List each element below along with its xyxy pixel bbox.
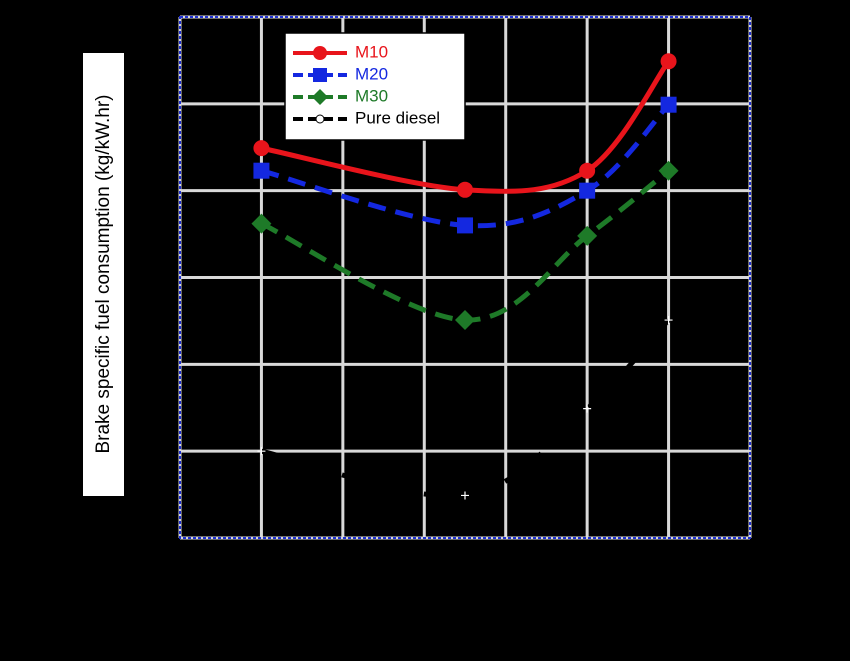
- series-line: [260, 168, 671, 323]
- x-tick-label: 7: [745, 545, 754, 564]
- data-point: [251, 213, 272, 234]
- x-tick-label: 1: [257, 545, 266, 564]
- y-label-box: [83, 53, 124, 496]
- y-tick-label: 6: [163, 6, 172, 25]
- data-point: [461, 491, 469, 500]
- legend-label: M10: [355, 42, 388, 61]
- legend-marker: [312, 89, 328, 105]
- data-point: [253, 140, 270, 157]
- series-line: [260, 59, 671, 194]
- data-point: [660, 96, 677, 113]
- data-point: [579, 182, 596, 199]
- data-point: [579, 162, 596, 179]
- x-tick-label: 3: [420, 545, 429, 564]
- data-point: [583, 404, 592, 413]
- series-line: [260, 102, 671, 229]
- y-tick-label: 0: [163, 527, 172, 546]
- series-line: [260, 318, 671, 499]
- y-axis-label: Brake specific fuel consumption (kg/kW.h…: [93, 94, 114, 453]
- data-point: [577, 225, 598, 246]
- y-tick-label: 1: [163, 441, 172, 460]
- data-point: [253, 162, 270, 179]
- y-tick-label: 3: [163, 267, 172, 286]
- x-tick-label: 5: [582, 545, 591, 564]
- legend-label: Pure diesel: [355, 108, 440, 127]
- y-tick-label: 2: [163, 354, 172, 373]
- x-tick-label: 4: [501, 545, 510, 564]
- y-tick-label: 4: [163, 180, 172, 199]
- y-tick-label: 5: [163, 93, 172, 112]
- x-tick-label: 2: [338, 545, 347, 564]
- data-point: [664, 316, 673, 325]
- data-point: [660, 53, 677, 70]
- legend-marker: [313, 46, 327, 60]
- data-point: [455, 310, 475, 331]
- legend-marker: [313, 68, 327, 82]
- plot-frame: [179, 16, 751, 539]
- data-point: [457, 181, 473, 198]
- x-tick-label: 6: [664, 545, 673, 564]
- legend-marker: [315, 114, 325, 124]
- data-point: [457, 217, 473, 234]
- data-point: [658, 160, 679, 181]
- x-tick-label: 0: [175, 545, 184, 564]
- data-point: [257, 447, 266, 456]
- legend-label: M20: [355, 64, 388, 83]
- legend-label: M30: [355, 86, 388, 105]
